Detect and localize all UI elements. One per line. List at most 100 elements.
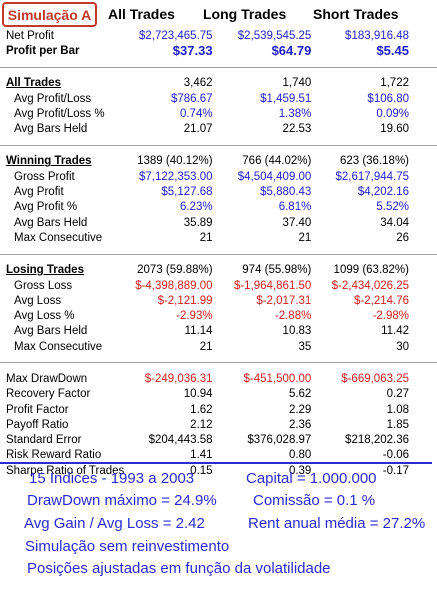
- winning-trades-row-label: Max Consecutive: [14, 231, 103, 244]
- winning-trades-row-value-long: 6.81%: [278, 201, 312, 214]
- losing-trades-row-label: Max Consecutive: [14, 340, 103, 353]
- all-trades-row-label: Avg Profit/Loss %: [14, 107, 105, 120]
- summary-row-value-long: $64.79: [271, 43, 312, 59]
- losing-trades-row-value-all: 11.14: [184, 325, 213, 338]
- risk-row-value-long: 2.36: [288, 418, 312, 431]
- losing-trades-row-value-long: $-1,964,861.50: [233, 279, 312, 292]
- risk-row-label: Max DrawDown: [6, 372, 88, 385]
- risk-row-value-long: 0.39: [288, 464, 312, 477]
- risk-row: Profit Factor 1.62 2.29 1.08: [0, 402, 437, 417]
- all-trades-row-label: Avg Bars Held: [14, 123, 88, 136]
- winning-trades-row-value-all: $5,127.68: [161, 186, 213, 199]
- note-drawdown: DrawDown máximo = 24.9%: [27, 492, 217, 509]
- winning-trades-row-value-long: 21: [298, 231, 312, 244]
- summary-row-value-short: $5.45: [376, 43, 409, 59]
- risk-row-value-short: 1.08: [386, 403, 409, 416]
- risk-row-value-all: 2.12: [190, 418, 213, 431]
- all-trades-header-value-all: 3,462: [183, 77, 213, 90]
- losing-trades-row: Avg Loss % -2.93% -2.88% -2.98%: [0, 308, 437, 323]
- risk-row-label: Risk Reward Ratio: [6, 449, 102, 462]
- note-capital: Capital = 1.000.000: [246, 470, 377, 487]
- column-header-long: Long Trades: [203, 6, 287, 22]
- all-trades-row: Avg Profit/Loss % 0.74% 1.38% 0.09%: [0, 106, 437, 121]
- losing-trades-row-value-short: 11.42: [381, 325, 409, 338]
- risk-row-value-short: -0.06: [382, 449, 409, 462]
- risk-row-label: Standard Error: [6, 434, 82, 447]
- summary-row-label: Net Profit: [6, 29, 54, 42]
- note-comissao: Comissão = 0.1 %: [253, 492, 376, 509]
- winning-trades-row-value-long: $4,504,409.00: [237, 170, 312, 183]
- risk-row-label: Sharpe Ratio of Trades: [6, 464, 125, 477]
- notes-divider: [0, 462, 432, 464]
- winning-trades-header: Winning Trades 1389 (40.12%) 766 (44.02%) 6…: [0, 154, 437, 169]
- section-gap: [0, 145, 437, 154]
- winning-trades-header-value-all: 1389 (40.12%): [137, 155, 213, 168]
- winning-trades-row-value-all: 21: [199, 231, 213, 244]
- winning-trades-row-value-all: 35.89: [183, 216, 213, 229]
- risk-row: Standard Error $204,443.58 $376,028.97 $218…: [0, 433, 437, 448]
- winning-trades-row: Avg Bars Held 35.89 37.40 34.04: [0, 215, 437, 230]
- risk-row-label: Payoff Ratio: [6, 418, 69, 431]
- all-trades-row-label: Avg Profit/Loss: [14, 92, 92, 105]
- losing-trades-row-label: Avg Bars Held: [14, 325, 88, 338]
- risk-row: Max DrawDown $-249,036.31 $-451,500.00 $-66…: [0, 371, 437, 386]
- risk-row-value-short: -0.17: [382, 464, 409, 477]
- losing-trades-row-label: Avg Loss: [14, 294, 62, 307]
- winning-trades-row-label: Avg Bars Held: [14, 216, 88, 229]
- all-trades-row-value-short: $106.80: [367, 92, 409, 105]
- winning-trades-row-value-all: $7,122,353.00: [139, 170, 213, 183]
- all-trades-row-value-long: $1,459.51: [260, 92, 312, 105]
- losing-trades-row: Avg Loss $-2,121.99 $-2,017.31 $-2,214.76: [0, 293, 437, 308]
- losing-trades-row-value-long: $-2,017.31: [256, 294, 312, 307]
- winning-trades-row-label: Gross Profit: [14, 170, 75, 183]
- losing-trades-header-value-all: 2073 (59.88%): [137, 264, 213, 277]
- winning-trades-row: Avg Profit % 6.23% 6.81% 5.52%: [0, 200, 437, 215]
- winning-trades-row-value-short: 34.04: [380, 216, 409, 229]
- section-divider: [0, 136, 437, 146]
- simulation-badge: Simulação A: [2, 2, 97, 27]
- all-trades-row-value-all: $786.67: [170, 92, 213, 105]
- winning-trades-row-label: Avg Profit: [14, 186, 64, 199]
- risk-row-value-long: $376,028.97: [247, 434, 312, 447]
- losing-trades-row-value-all: 21: [199, 340, 213, 353]
- winning-trades-row-value-short: $2,617,944.75: [335, 170, 409, 183]
- all-trades-row-value-short: 19.60: [380, 123, 409, 136]
- column-header-all: All Trades: [108, 6, 175, 22]
- section-gap: [0, 363, 437, 372]
- all-trades-row-value-long: 1.38%: [278, 107, 312, 120]
- section-divider: [0, 245, 437, 255]
- risk-row-value-short: 0.27: [386, 388, 409, 401]
- losing-trades-header-value-long: 974 (55.98%): [242, 264, 312, 277]
- risk-row-value-short: 1.85: [386, 418, 409, 431]
- section-gap: [0, 254, 437, 263]
- losing-trades-row-value-all: $-4,398,889.00: [135, 279, 213, 292]
- losing-trades-row-value-short: $-2,434,026.25: [331, 279, 409, 292]
- winning-trades-row: Max Consecutive 21 21 26: [0, 230, 437, 245]
- risk-row-value-all: 1.62: [190, 403, 213, 416]
- losing-trades-header-label: Losing Trades: [6, 264, 84, 277]
- risk-row: Sharpe Ratio of Trades 0.15 0.39 -0.17: [0, 463, 437, 478]
- losing-trades-row-value-short: 30: [396, 340, 409, 353]
- risk-row-label: Profit Factor: [6, 403, 69, 416]
- risk-row-value-all: 0.15: [190, 464, 213, 477]
- summary-row-value-short: $183,916.48: [345, 29, 409, 42]
- risk-row-value-all: 10.94: [183, 388, 213, 401]
- all-trades-header: All Trades 3,462 1,740 1,722: [0, 76, 437, 91]
- risk-row: Payoff Ratio 2.12 2.36 1.85: [0, 417, 437, 432]
- losing-trades-row-label: Avg Loss %: [14, 310, 75, 323]
- winning-trades-row-value-long: 37.40: [282, 216, 312, 229]
- risk-row-value-short: $218,202.36: [345, 434, 409, 447]
- losing-trades-row-label: Gross Loss: [14, 279, 73, 292]
- winning-trades-row: Gross Profit $7,122,353.00 $4,504,409.00 $2…: [0, 169, 437, 184]
- note-posicoes: Posições ajustadas em função da volatili…: [27, 560, 331, 577]
- winning-trades-row-value-short: 26: [396, 231, 409, 244]
- summary-row-value-long: $2,539,545.25: [237, 29, 312, 42]
- losing-trades-row-value-long: 10.83: [282, 325, 312, 338]
- losing-trades-row-value-short: $-2,214.76: [354, 294, 409, 307]
- summary-row-value-all: $37.33: [172, 43, 213, 59]
- risk-row-value-all: $-249,036.31: [144, 372, 213, 385]
- losing-trades-header: Losing Trades 2073 (59.88%) 974 (55.98%) 10…: [0, 263, 437, 278]
- winning-trades-row-label: Avg Profit %: [14, 201, 78, 214]
- risk-row-value-all: $204,443.58: [148, 434, 213, 447]
- losing-trades-row: Max Consecutive 21 35 30: [0, 339, 437, 354]
